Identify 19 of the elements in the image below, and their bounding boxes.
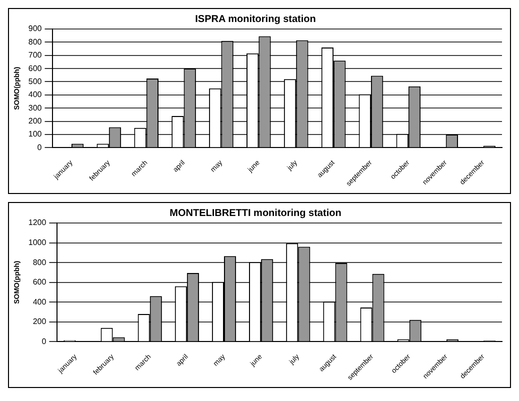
y-tick-label: 0 [37, 142, 42, 152]
y-tick-label: 200 [28, 116, 42, 126]
y-tick-label: 400 [32, 297, 47, 306]
y-tick-label: 800 [32, 258, 47, 267]
y-tick-label: 400 [28, 90, 42, 100]
y-tick-label: 1200 [28, 218, 47, 228]
chart-title: MONTELIBRETTI monitoring station [170, 208, 342, 219]
y-tick-label: 600 [32, 278, 47, 287]
y-tick-label: 0 [42, 336, 47, 346]
y-tick-label: 300 [28, 103, 42, 112]
y-tick-label: 800 [28, 37, 42, 46]
y-tick-label: 700 [28, 50, 42, 60]
chart-title: ISPRA monitoring station [195, 14, 316, 25]
y-tick-label: 500 [28, 76, 42, 86]
y-tick-label: 100 [28, 130, 42, 139]
y-tick-label: 200 [32, 317, 47, 326]
y-tick-label: 900 [28, 24, 42, 34]
y-tick-label: 600 [28, 64, 42, 73]
y-tick-label: 1000 [28, 238, 47, 247]
